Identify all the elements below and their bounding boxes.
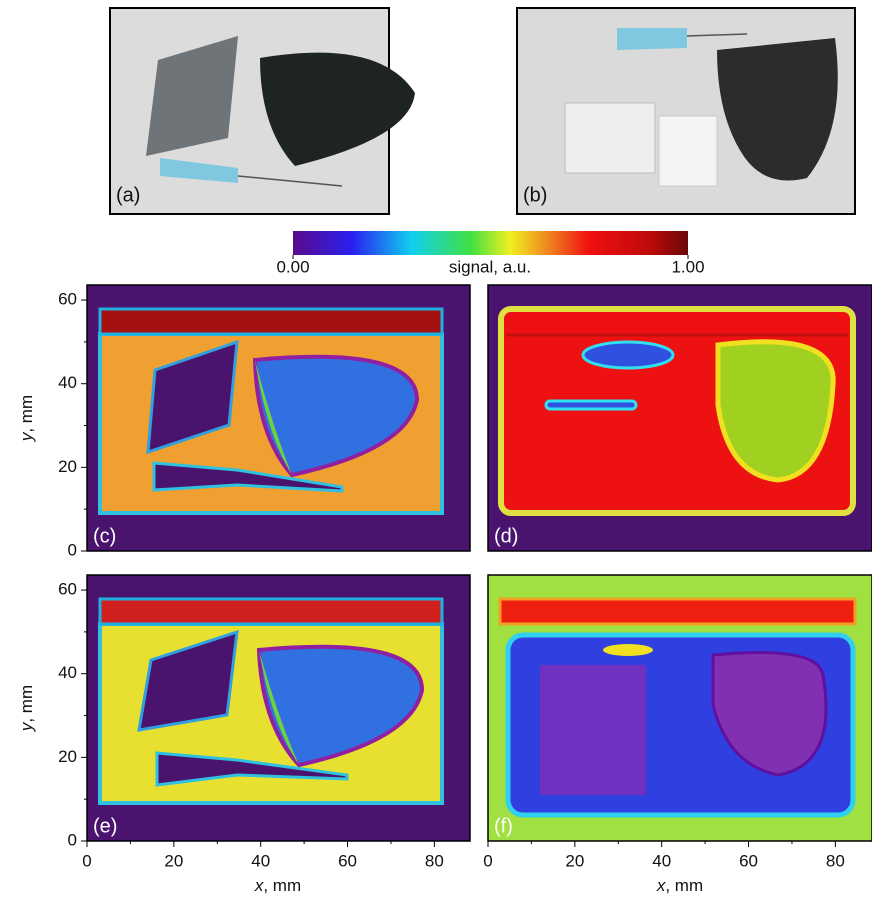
colorbar-tick-label: 0.00: [276, 257, 309, 276]
panel-label: (d): [494, 525, 518, 547]
x-tick-label: 0: [483, 851, 492, 870]
y-tick-label: 40: [58, 373, 77, 392]
y-tick-label: 40: [58, 663, 77, 682]
y-tick-label: 60: [58, 580, 77, 599]
x-tick-label: 60: [739, 851, 758, 870]
figure: (a) (b) signal, a.u. (c) (d) (e) (f) y, …: [0, 0, 872, 905]
photo-b: (b): [517, 8, 855, 214]
x-tick-label: 40: [652, 851, 671, 870]
axis-unit: , mm: [665, 876, 703, 895]
axis-var: x: [656, 876, 666, 895]
page: (a) (b) signal, a.u. (c) (d) (e) (f) y, …: [0, 0, 872, 905]
axis-unit: , mm: [17, 395, 36, 433]
axis-var: x: [254, 876, 264, 895]
y-axis-label: y, mm: [17, 395, 36, 442]
x-axis-label: x, mm: [254, 876, 301, 895]
colorbar-label: signal, a.u.: [449, 257, 531, 276]
x-axis-label: x, mm: [656, 876, 703, 895]
colorbar: [293, 231, 688, 255]
x-tick-label: 20: [164, 851, 183, 870]
x-tick-label: 0: [82, 851, 91, 870]
y-axis-label: y, mm: [17, 685, 36, 732]
y-tick-label: 20: [58, 747, 77, 766]
x-tick-label: 80: [425, 851, 444, 870]
y-tick-label: 20: [58, 457, 77, 476]
x-tick-label: 40: [251, 851, 270, 870]
map-d: (d): [488, 285, 872, 551]
photo-a: (a): [110, 8, 415, 214]
panel-label: (e): [93, 815, 117, 837]
axis-unit: , mm: [263, 876, 301, 895]
panel-label: (a): [116, 184, 140, 206]
y-tick-label: 0: [68, 540, 77, 559]
map-e: (e): [87, 575, 470, 841]
colorbar-tick-label: 1.00: [671, 257, 704, 276]
panel-label: (b): [523, 184, 547, 206]
map-c: (c): [87, 285, 470, 551]
x-tick-label: 60: [338, 851, 357, 870]
x-tick-label: 20: [565, 851, 584, 870]
map-f: (f): [488, 575, 872, 841]
axis-unit: , mm: [17, 685, 36, 723]
panel-label: (c): [93, 525, 116, 547]
y-tick-label: 60: [58, 290, 77, 309]
y-tick-label: 0: [68, 830, 77, 849]
x-tick-label: 80: [826, 851, 845, 870]
panel-label: (f): [494, 815, 513, 837]
